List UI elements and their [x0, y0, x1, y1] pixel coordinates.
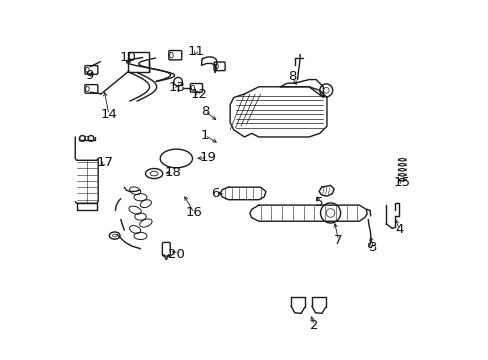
Text: 18: 18	[164, 166, 181, 179]
Text: 4: 4	[394, 223, 403, 236]
Text: 13: 13	[168, 81, 185, 94]
Text: 1: 1	[201, 129, 209, 142]
Text: 10: 10	[119, 51, 136, 64]
Text: 7: 7	[333, 234, 342, 247]
Text: 8: 8	[201, 105, 209, 118]
Text: 6: 6	[211, 187, 220, 200]
Text: 16: 16	[185, 207, 203, 220]
Text: 17: 17	[96, 156, 113, 169]
Text: 2: 2	[309, 319, 318, 332]
Text: 15: 15	[393, 176, 410, 189]
Text: 14: 14	[101, 108, 117, 121]
Text: 8: 8	[287, 70, 295, 83]
Bar	[128, 51, 149, 72]
Text: 12: 12	[190, 88, 207, 101]
Text: 11: 11	[187, 45, 204, 58]
Text: 5: 5	[314, 196, 323, 209]
Text: 3: 3	[368, 241, 377, 254]
Text: 20: 20	[167, 248, 184, 261]
Text: 19: 19	[199, 151, 216, 164]
Text: 9: 9	[85, 69, 94, 82]
